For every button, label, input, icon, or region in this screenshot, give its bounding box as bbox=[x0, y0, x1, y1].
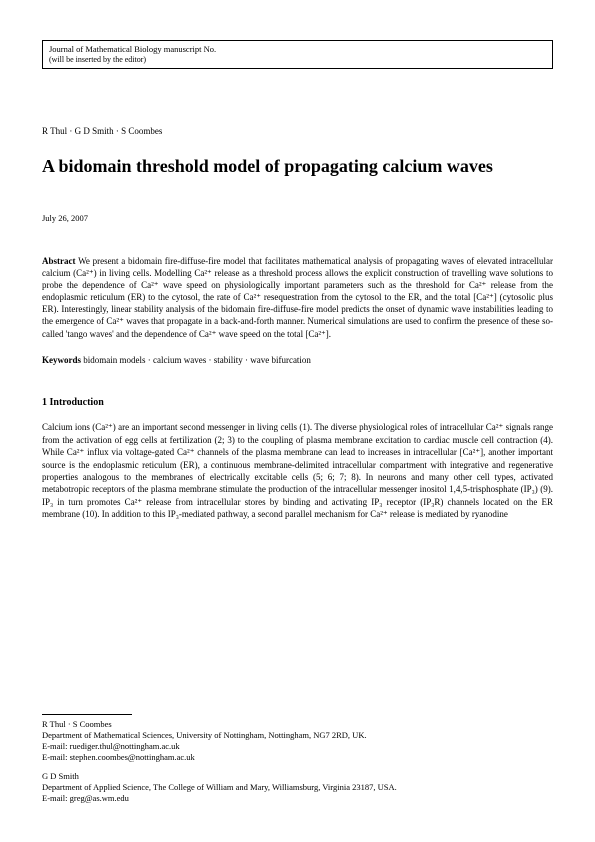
footer-email-1b: E-mail: stephen.coombes@nottingham.ac.uk bbox=[42, 752, 553, 763]
footer-author-info: R Thul · S Coombes Department of Mathema… bbox=[42, 714, 553, 812]
footer-block-1: R Thul · S Coombes Department of Mathema… bbox=[42, 719, 553, 763]
footer-affil-1: Department of Mathematical Sciences, Uni… bbox=[42, 730, 553, 741]
introduction-body: Calcium ions (Ca²⁺) are an important sec… bbox=[42, 421, 553, 520]
authors-line: R Thul · G D Smith · S Coombes bbox=[42, 125, 553, 137]
footer-names-2: G D Smith bbox=[42, 771, 553, 782]
footer-affil-2: Department of Applied Science, The Colle… bbox=[42, 782, 553, 793]
keywords-block: Keywords bidomain models · calcium waves… bbox=[42, 354, 553, 366]
footer-block-2: G D Smith Department of Applied Science,… bbox=[42, 771, 553, 804]
keywords-label: Keywords bbox=[42, 355, 81, 365]
paper-date: July 26, 2007 bbox=[42, 213, 553, 224]
journal-name: Journal of Mathematical Biology manuscri… bbox=[49, 44, 546, 55]
keywords-text: bidomain models · calcium waves · stabil… bbox=[81, 355, 311, 365]
footer-rule bbox=[42, 714, 132, 715]
abstract-block: Abstract We present a bidomain fire-diff… bbox=[42, 255, 553, 340]
footer-email-2a: E-mail: greg@as.wm.edu bbox=[42, 793, 553, 804]
journal-header-box: Journal of Mathematical Biology manuscri… bbox=[42, 40, 553, 69]
section-heading-introduction: 1 Introduction bbox=[42, 396, 553, 410]
footer-email-1a: E-mail: ruediger.thul@nottingham.ac.uk bbox=[42, 741, 553, 752]
abstract-label: Abstract bbox=[42, 256, 76, 266]
abstract-text: We present a bidomain fire-diffuse-fire … bbox=[42, 256, 553, 339]
journal-placeholder: (will be inserted by the editor) bbox=[49, 55, 546, 65]
paper-title: A bidomain threshold model of propagatin… bbox=[42, 155, 553, 178]
footer-names-1: R Thul · S Coombes bbox=[42, 719, 553, 730]
